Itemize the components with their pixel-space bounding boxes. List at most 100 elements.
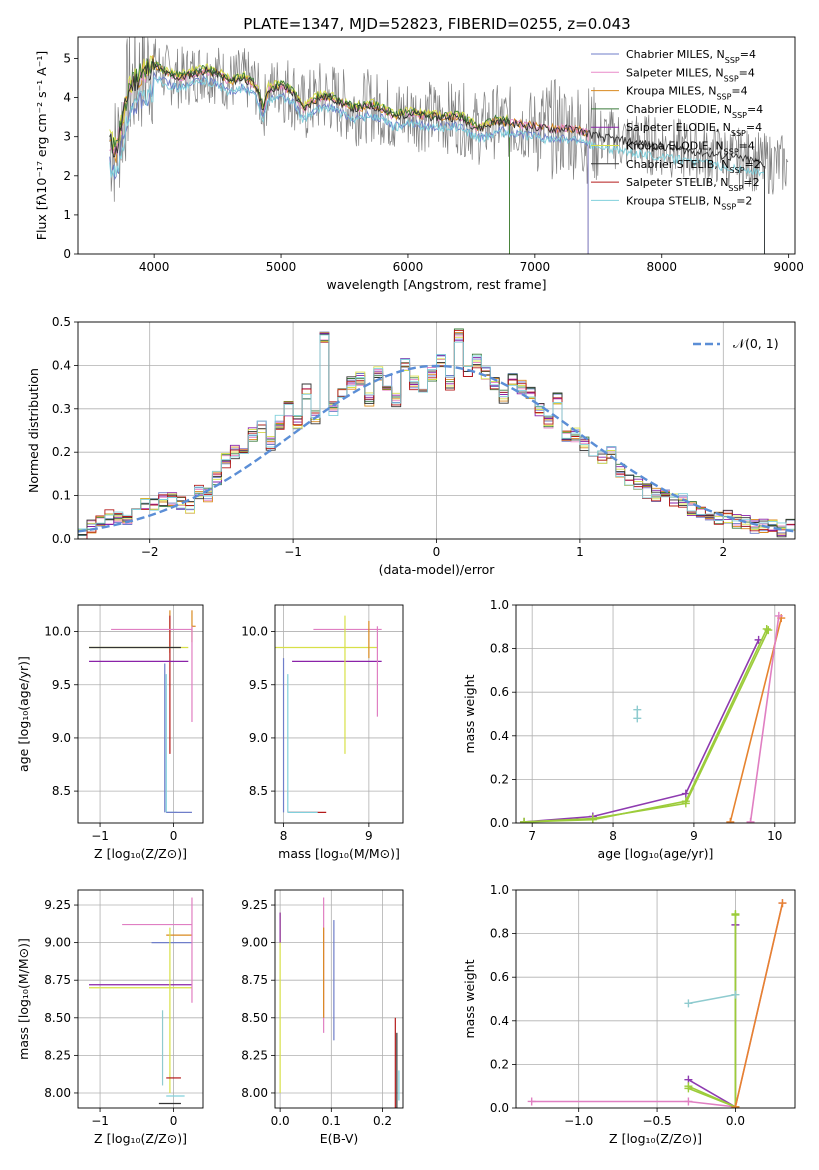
x-tick-label: −1 xyxy=(91,1114,109,1128)
y-tick-label: 0.6 xyxy=(490,685,509,699)
weight-marker xyxy=(731,990,740,999)
legend-entry: Salpeter STELIB, NSSP=2 xyxy=(626,176,760,193)
y-tick-label: 0.5 xyxy=(52,315,71,329)
y-tick-label: 0.4 xyxy=(52,358,71,372)
y-tick-label: 0.0 xyxy=(52,532,71,546)
x-axis-label: (data-model)/error xyxy=(379,562,496,577)
x-tick-label: 4000 xyxy=(139,260,170,274)
x-tick-label: −1 xyxy=(91,829,109,843)
x-tick-label: 0.0 xyxy=(726,1114,745,1128)
legend-entry: Kroupa MILES, NSSP=4 xyxy=(626,85,748,102)
x-tick-label: 2 xyxy=(719,545,727,559)
legend-entry: Kroupa STELIB, NSSP=2 xyxy=(626,194,752,211)
axes-mass-weight-vs-z: −1.0 −0.5 0.0 0.0 0.2 0.4 0.6 0.8 1.0 Z [log₁₀(Z/… xyxy=(462,883,796,1146)
plot-area-hist xyxy=(78,328,795,539)
axes-mass-vs-z: −1 0 8.00 8.25 8.50 8.75 9.00 9.25 Z [log₁₀(Z/Z⊙… xyxy=(16,889,204,1146)
y-tick-label: 1.0 xyxy=(490,598,509,612)
x-tick-label: 0 xyxy=(433,545,441,559)
axes-frame xyxy=(77,36,796,255)
plot-area-mass-vs-z xyxy=(89,897,193,1105)
model-chab_stelib xyxy=(109,58,765,254)
weight-marker xyxy=(681,799,690,808)
legend-entry: Chabrier STELIB, NSSP=2 xyxy=(626,158,761,175)
y-tick-label: 1.0 xyxy=(490,883,509,897)
x-tick-label: 5000 xyxy=(266,260,297,274)
x-axis-label: age [log₁₀(age/yr)] xyxy=(598,846,714,861)
y-tick-label: 8.5 xyxy=(249,784,268,798)
weight-series xyxy=(688,915,737,1108)
y-tick-label: 9.25 xyxy=(44,898,71,912)
y-tick-label: 9.25 xyxy=(241,898,268,912)
plot-area-spectrum xyxy=(109,37,789,254)
x-tick-label: 7000 xyxy=(520,260,551,274)
x-tick-label: −2 xyxy=(141,545,159,559)
axes-age-vs-mass: 8 9 8.5 9.0 9.5 10.0 mass [log₁₀(M/M⊙)] xyxy=(241,604,404,861)
weight-marker xyxy=(684,999,693,1008)
x-axis-label: Z [log₁₀(Z/Z⊙)] xyxy=(609,1131,702,1146)
y-tick-label: 8.75 xyxy=(44,973,71,987)
error-bar-point xyxy=(287,674,318,813)
weight-marker xyxy=(588,814,597,823)
x-tick-label: 8 xyxy=(280,829,288,843)
weight-marker xyxy=(746,817,755,823)
x-tick-label: 8 xyxy=(609,829,617,843)
axes-spectrum: 4000 5000 6000 7000 8000 9000 0 1 2 3 4 5 wavelength… xyxy=(34,36,804,292)
y-tick-label: 9.0 xyxy=(249,731,268,745)
axes-age-vs-z: −1 0 8.5 9.0 9.5 10.0 Z [log₁₀(Z/Z⊙)] age [log₁… xyxy=(16,604,204,861)
y-tick-label: 1 xyxy=(63,208,71,222)
y-tick-label: 8.50 xyxy=(44,1011,71,1025)
weight-series xyxy=(729,617,783,823)
y-tick-label: 0.0 xyxy=(490,816,509,830)
weight-marker xyxy=(681,789,690,798)
x-tick-label: 0.2 xyxy=(373,1114,392,1128)
x-tick-label: −1 xyxy=(284,545,302,559)
y-tick-label: 0.4 xyxy=(490,1014,509,1028)
weight-marker xyxy=(764,626,773,635)
y-tick-label: 0.2 xyxy=(490,772,509,786)
y-tick-label: 0.3 xyxy=(52,402,71,416)
y-tick-label: 0.8 xyxy=(490,927,509,941)
weight-marker xyxy=(633,714,642,723)
plot-area-mass-vs-ebv xyxy=(279,897,400,1108)
y-tick-label: 8.25 xyxy=(241,1048,268,1062)
model-krou_stelib xyxy=(109,75,765,254)
x-axis-label: Z [log₁₀(Z/Z⊙)] xyxy=(94,1131,187,1146)
axes-mass-vs-ebv: 0.0 0.1 0.2 8.00 8.25 8.50 8.75 9.00 9.25 E(B-V) xyxy=(241,889,404,1146)
y-axis-label: mass weight xyxy=(462,959,477,1038)
weight-marker xyxy=(731,1102,740,1108)
figure-title: PLATE=1347, MJD=52823, FIBERID=0255, z=0… xyxy=(243,15,630,33)
x-tick-label: 1 xyxy=(576,545,584,559)
weight-series xyxy=(524,628,768,823)
axes-hist: −2 −1 0 1 2 0.0 0.1 0.2 0.3 0.4 0.5 (data-model)/er… xyxy=(26,315,796,577)
y-tick-label: 8.00 xyxy=(241,1086,268,1100)
y-tick-label: 0.8 xyxy=(490,642,509,656)
axes-frame xyxy=(77,889,204,1109)
axes-frame xyxy=(77,604,204,824)
weight-marker xyxy=(731,911,740,920)
legend-entry: 𝒩(0, 1) xyxy=(733,336,779,351)
weight-marker xyxy=(527,1097,536,1106)
x-axis-label: E(B-V) xyxy=(320,1131,359,1146)
x-tick-label: 9000 xyxy=(773,260,804,274)
y-tick-label: 8.00 xyxy=(44,1086,71,1100)
plot-area-mass-weight-vs-z xyxy=(527,899,787,1108)
y-tick-label: 0.1 xyxy=(52,489,71,503)
weight-series xyxy=(524,629,770,823)
gaussian-curve xyxy=(78,364,795,533)
x-axis-label: Z [log₁₀(Z/Z⊙)] xyxy=(94,846,187,861)
weight-marker xyxy=(684,1084,693,1093)
y-tick-label: 8.50 xyxy=(241,1011,268,1025)
y-tick-label: 9.00 xyxy=(44,936,71,950)
y-tick-label: 8.25 xyxy=(44,1048,71,1062)
x-axis-label: mass [log₁₀(M/M⊙)] xyxy=(278,846,400,861)
y-tick-label: 0.0 xyxy=(490,1101,509,1115)
y-tick-label: 0.4 xyxy=(490,729,509,743)
y-tick-label: 0 xyxy=(63,247,71,261)
y-axis-label: Normed distribution xyxy=(26,368,41,493)
weight-marker xyxy=(520,817,529,823)
weight-series xyxy=(734,902,784,1108)
legend-entry: Chabrier MILES, NSSP=4 xyxy=(626,48,756,65)
legend-entry: Kroupa ELODIE, NSSP=4 xyxy=(626,140,755,157)
